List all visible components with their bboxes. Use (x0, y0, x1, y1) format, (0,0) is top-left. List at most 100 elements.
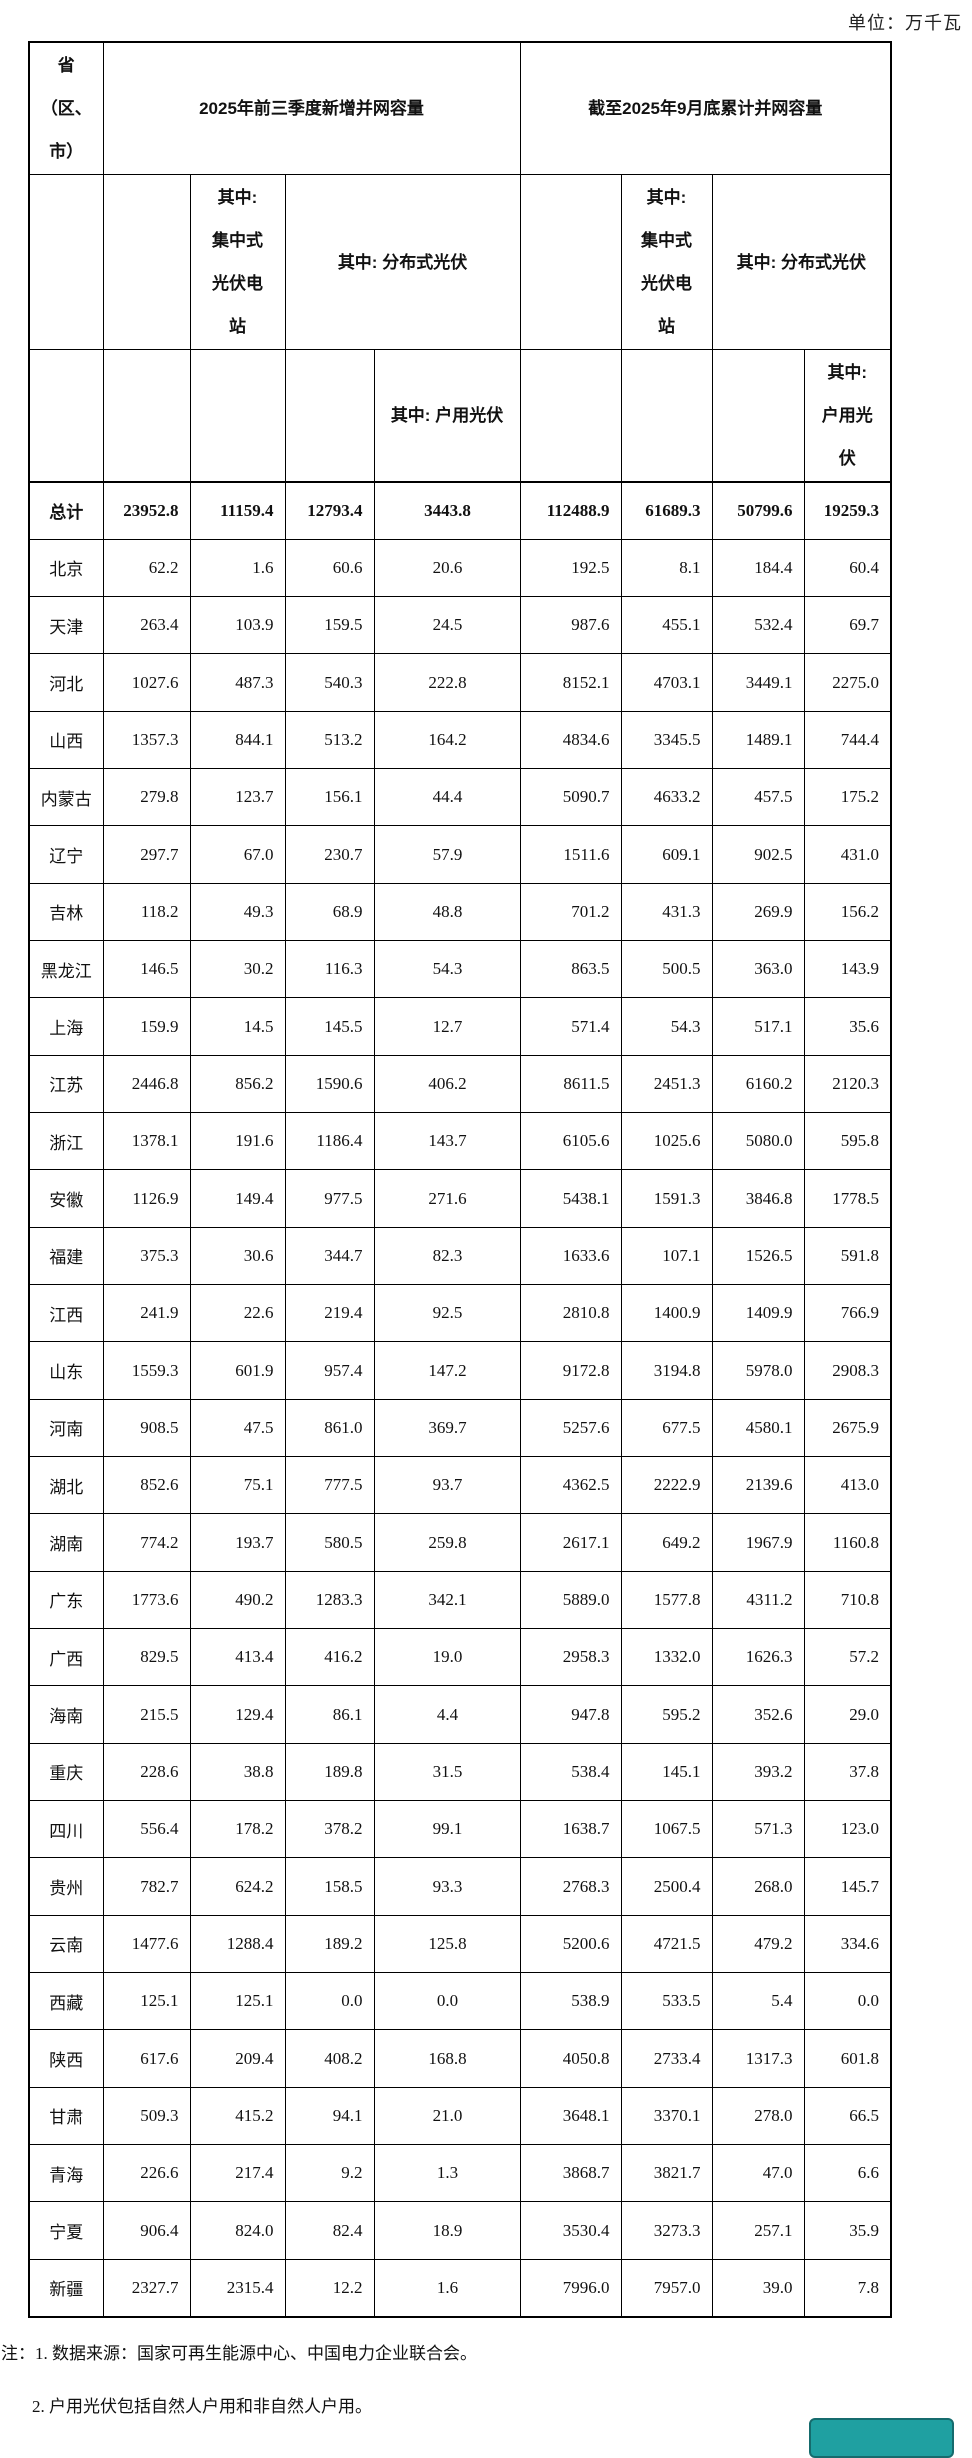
empty-cell (519, 174, 622, 350)
value-cell: 1773.6 (102, 1570, 191, 1630)
value-cell: 601.9 (189, 1341, 286, 1400)
bottom-action-button[interactable] (809, 2418, 954, 2458)
value-cell: 263.4 (102, 596, 191, 655)
province-cell: 甘肃 (28, 2086, 104, 2146)
value-cell: 164.2 (373, 710, 521, 770)
province-cell: 湖南 (28, 1513, 104, 1572)
corner-header: 省 （区、 市） (28, 41, 104, 175)
value-cell: 532.4 (711, 596, 805, 655)
value-cell: 60.6 (284, 538, 375, 598)
value-cell: 278.0 (711, 2086, 805, 2146)
value-cell: 6.6 (803, 2144, 892, 2203)
value-cell: 3648.1 (519, 2086, 622, 2146)
note-line-2: 2. 户用光伏包括自然人户用和非自然人户用。 (32, 2397, 372, 2416)
value-cell: 24.5 (373, 596, 521, 655)
value-cell: 75.1 (189, 1456, 286, 1515)
note-line-1: 注：1. 数据来源：国家可再生能源中心、中国电力企业联合会。 (1, 2344, 477, 2363)
empty-cell (284, 349, 375, 483)
value-cell: 7.8 (803, 2258, 892, 2318)
value-cell: 1067.5 (620, 1800, 713, 1859)
value-cell: 149.4 (189, 1169, 286, 1228)
value-cell: 4721.5 (620, 1914, 713, 1974)
province-cell: 广西 (28, 1628, 104, 1687)
value-cell: 624.2 (189, 1857, 286, 1916)
value-cell: 844.1 (189, 710, 286, 770)
value-cell: 1.6 (373, 2258, 521, 2318)
value-cell: 947.8 (519, 1685, 622, 1744)
value-cell: 31.5 (373, 1742, 521, 1802)
value-cell: 9172.8 (519, 1341, 622, 1400)
value-cell: 490.2 (189, 1570, 286, 1630)
province-cell: 青海 (28, 2144, 104, 2203)
value-cell: 1633.6 (519, 1226, 622, 1286)
value-cell: 86.1 (284, 1685, 375, 1744)
value-cell: 12793.4 (284, 480, 375, 540)
value-cell: 1378.1 (102, 1112, 191, 1171)
value-cell: 219.4 (284, 1284, 375, 1343)
value-cell: 509.3 (102, 2086, 191, 2146)
value-cell: 20.6 (373, 538, 521, 598)
table-row: 广东 1773.6 490.2 1283.3 342.1 5889.0 1577.8 4311… (28, 1570, 892, 1630)
value-cell: 556.4 (102, 1800, 191, 1859)
province-cell: 海南 (28, 1685, 104, 1744)
table-header: 省 （区、 市） 2025年前三季度新增并网容量 截至2025年9月底累计并网容… (28, 41, 892, 483)
value-cell: 617.6 (102, 2029, 191, 2088)
value-cell: 66.5 (803, 2086, 892, 2146)
value-cell: 82.3 (373, 1226, 521, 1286)
value-cell: 30.2 (189, 940, 286, 999)
value-cell: 69.7 (803, 596, 892, 655)
header-row-1: 省 （区、 市） 2025年前三季度新增并网容量 截至2025年9月底累计并网容… (28, 41, 892, 175)
value-cell: 2810.8 (519, 1284, 622, 1343)
value-cell: 193.7 (189, 1513, 286, 1572)
table-row: 吉林 118.2 49.3 68.9 48.8 701.2 431.3 269.9 156.2 (28, 882, 892, 942)
table-row: 青海 226.6 217.4 9.2 1.3 3868.7 3821.7 47.0 6.6 (28, 2144, 892, 2203)
value-cell: 363.0 (711, 940, 805, 999)
value-cell: 344.7 (284, 1226, 375, 1286)
value-cell: 50799.6 (711, 480, 805, 540)
province-cell: 江西 (28, 1284, 104, 1343)
province-cell: 山西 (28, 710, 104, 770)
value-cell: 175.2 (803, 768, 892, 827)
value-cell: 39.0 (711, 2258, 805, 2318)
value-cell: 19.0 (373, 1628, 521, 1687)
value-cell: 158.5 (284, 1857, 375, 1916)
value-cell: 23952.8 (102, 480, 191, 540)
value-cell: 413.0 (803, 1456, 892, 1515)
value-cell: 1288.4 (189, 1914, 286, 1974)
value-cell: 2768.3 (519, 1857, 622, 1916)
value-cell: 38.8 (189, 1742, 286, 1802)
value-cell: 977.5 (284, 1169, 375, 1228)
value-cell: 217.4 (189, 2144, 286, 2203)
value-cell: 123.0 (803, 1800, 892, 1859)
group1-title: 2025年前三季度新增并网容量 (102, 41, 521, 175)
table-row: 江西 241.9 22.6 219.4 92.5 2810.8 1400.9 1409.9 76… (28, 1284, 892, 1343)
value-cell: 538.9 (519, 1972, 622, 2031)
value-cell: 1027.6 (102, 653, 191, 712)
table-row: 宁夏 906.4 824.0 82.4 18.9 3530.4 3273.3 257.1 35.… (28, 2201, 892, 2260)
province-cell: 总计 (28, 480, 104, 540)
value-cell: 5889.0 (519, 1570, 622, 1630)
value-cell: 2446.8 (102, 1054, 191, 1114)
value-cell: 191.6 (189, 1112, 286, 1171)
value-cell: 44.4 (373, 768, 521, 827)
value-cell: 431.3 (620, 882, 713, 942)
value-cell: 0.0 (803, 1972, 892, 2031)
table-row: 天津 263.4 103.9 159.5 24.5 987.6 455.1 532.4 69.7 (28, 596, 892, 655)
value-cell: 4362.5 (519, 1456, 622, 1515)
value-cell: 7996.0 (519, 2258, 622, 2318)
value-cell: 393.2 (711, 1742, 805, 1802)
value-cell: 1590.6 (284, 1054, 375, 1114)
province-cell: 新疆 (28, 2258, 104, 2318)
value-cell: 47.0 (711, 2144, 805, 2203)
table-row: 山西 1357.3 844.1 513.2 164.2 4834.6 3345.5 1489.… (28, 710, 892, 770)
value-cell: 57.2 (803, 1628, 892, 1687)
value-cell: 2327.7 (102, 2258, 191, 2318)
value-cell: 3868.7 (519, 2144, 622, 2203)
value-cell: 230.7 (284, 825, 375, 884)
province-cell: 黑龙江 (28, 940, 104, 999)
value-cell: 1778.5 (803, 1169, 892, 1228)
value-cell: 94.1 (284, 2086, 375, 2146)
province-cell: 广东 (28, 1570, 104, 1630)
value-cell: 4311.2 (711, 1570, 805, 1630)
value-cell: 22.6 (189, 1284, 286, 1343)
